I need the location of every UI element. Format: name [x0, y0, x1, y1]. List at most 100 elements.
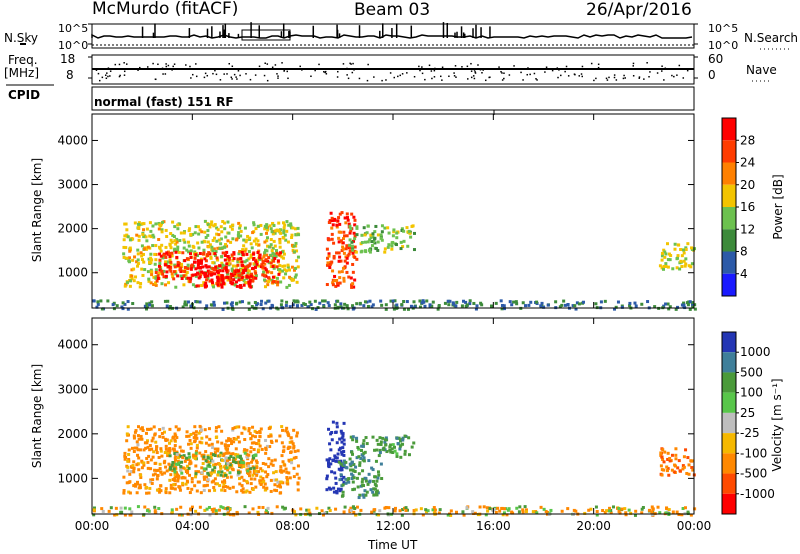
- power-cell: [201, 265, 205, 269]
- power-cell: [455, 300, 459, 304]
- power-cell: [169, 265, 173, 269]
- velocity-cell: [245, 462, 249, 466]
- velocity-cell: [198, 451, 202, 455]
- power-cell: [628, 304, 632, 308]
- velocity-cell: [168, 454, 172, 458]
- velocity-cell: [355, 439, 359, 443]
- power-cell: [150, 300, 154, 304]
- velocity-cell: [122, 475, 126, 479]
- velocity-cell: [181, 449, 185, 453]
- velocity-cell: [171, 478, 175, 482]
- velocity-cell: [484, 513, 488, 517]
- power-cell: [662, 248, 666, 252]
- power-cell: [254, 274, 258, 278]
- nave-point: [95, 69, 98, 71]
- velocity-cell: [349, 435, 353, 439]
- nave-point: [171, 69, 173, 71]
- velocity-cell: [296, 488, 300, 492]
- velocity-cell: [348, 457, 352, 461]
- power-cell: [328, 219, 332, 223]
- velocity-cell: [212, 507, 216, 511]
- velocity-cell: [176, 456, 180, 460]
- power-cell: [136, 264, 140, 268]
- power-cell: [379, 299, 383, 303]
- nave-point: [413, 75, 416, 78]
- power-cell: [158, 261, 162, 265]
- power-cell: [230, 304, 234, 308]
- velocity-cell: [378, 436, 382, 440]
- power-cell: [351, 251, 355, 255]
- power-cell: [220, 285, 224, 289]
- power-cell: [257, 243, 261, 247]
- velocity-cell: [205, 483, 209, 487]
- power-cell: [693, 247, 697, 251]
- velocity-cell: [198, 505, 202, 509]
- velocity-cell: [667, 508, 671, 512]
- power-cell: [372, 240, 376, 244]
- velocity-cell: [155, 488, 159, 492]
- velocity-cell: [214, 509, 218, 513]
- power-cell: [334, 279, 338, 283]
- power-cell: [323, 299, 327, 303]
- velocity-cell: [226, 444, 230, 448]
- velocity-cell: [227, 437, 231, 441]
- velocity-cell: [188, 455, 192, 459]
- velocity-cell: [164, 447, 168, 451]
- nave-point: [245, 73, 247, 75]
- power-cell: [409, 304, 413, 308]
- velocity-cell: [202, 484, 206, 488]
- nave-point: [109, 75, 111, 77]
- power-cell: [226, 269, 230, 273]
- power-cell: [229, 280, 233, 284]
- power-cell: [235, 301, 239, 305]
- velocity-cell: [224, 473, 228, 477]
- power-cell: [283, 264, 287, 268]
- velocity-cell: [255, 461, 259, 465]
- nave-point: [424, 78, 426, 81]
- power-cell: [527, 303, 531, 307]
- velocity-cell: [284, 429, 288, 433]
- velocity-cell: [137, 425, 141, 429]
- nave-point: [254, 74, 257, 76]
- velocity-cell: [173, 438, 177, 442]
- velocity-cell: [535, 511, 539, 515]
- power-cell: [336, 281, 340, 285]
- velocity-cell: [183, 476, 187, 480]
- velocity-cell: [159, 449, 163, 453]
- power-cell: [197, 284, 201, 288]
- velocity-cell: [666, 467, 670, 471]
- power-cell: [112, 307, 116, 311]
- power-cell: [395, 303, 399, 307]
- velocity-cell: [672, 470, 676, 474]
- velocity-cell: [259, 427, 263, 431]
- velocity-cell: [356, 485, 360, 489]
- velocity-cell: [665, 506, 669, 510]
- power-cell: [141, 222, 145, 226]
- power-cell: [236, 257, 240, 261]
- power-cell: [500, 307, 504, 311]
- velocity-colorbar-tick-label: -100: [740, 446, 767, 460]
- power-cell: [235, 284, 239, 288]
- power-cell: [147, 277, 151, 281]
- velocity-cell: [265, 508, 269, 512]
- velocity-cell: [307, 508, 311, 512]
- power-cell: [274, 254, 278, 258]
- velocity-cell: [296, 449, 300, 453]
- power-cell: [676, 243, 680, 247]
- power-cell: [204, 259, 208, 263]
- velocity-cell: [332, 490, 336, 494]
- power-cell: [198, 228, 202, 232]
- nave-point: [421, 72, 424, 75]
- power-cell: [223, 227, 227, 231]
- velocity-cell: [339, 459, 343, 463]
- velocity-cell: [204, 459, 208, 463]
- velocity-cell: [640, 511, 644, 515]
- velocity-cell: [347, 480, 351, 484]
- velocity-cell: [373, 475, 377, 479]
- power-cell: [157, 238, 161, 242]
- velocity-cell: [661, 448, 665, 452]
- velocity-cell: [379, 440, 383, 444]
- nave-point: [191, 73, 194, 76]
- nave-point: [204, 72, 207, 75]
- power-cell: [174, 285, 178, 289]
